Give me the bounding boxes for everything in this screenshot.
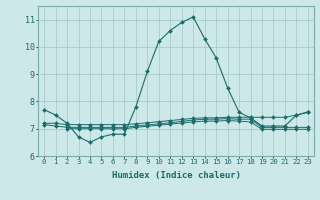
X-axis label: Humidex (Indice chaleur): Humidex (Indice chaleur) xyxy=(111,171,241,180)
